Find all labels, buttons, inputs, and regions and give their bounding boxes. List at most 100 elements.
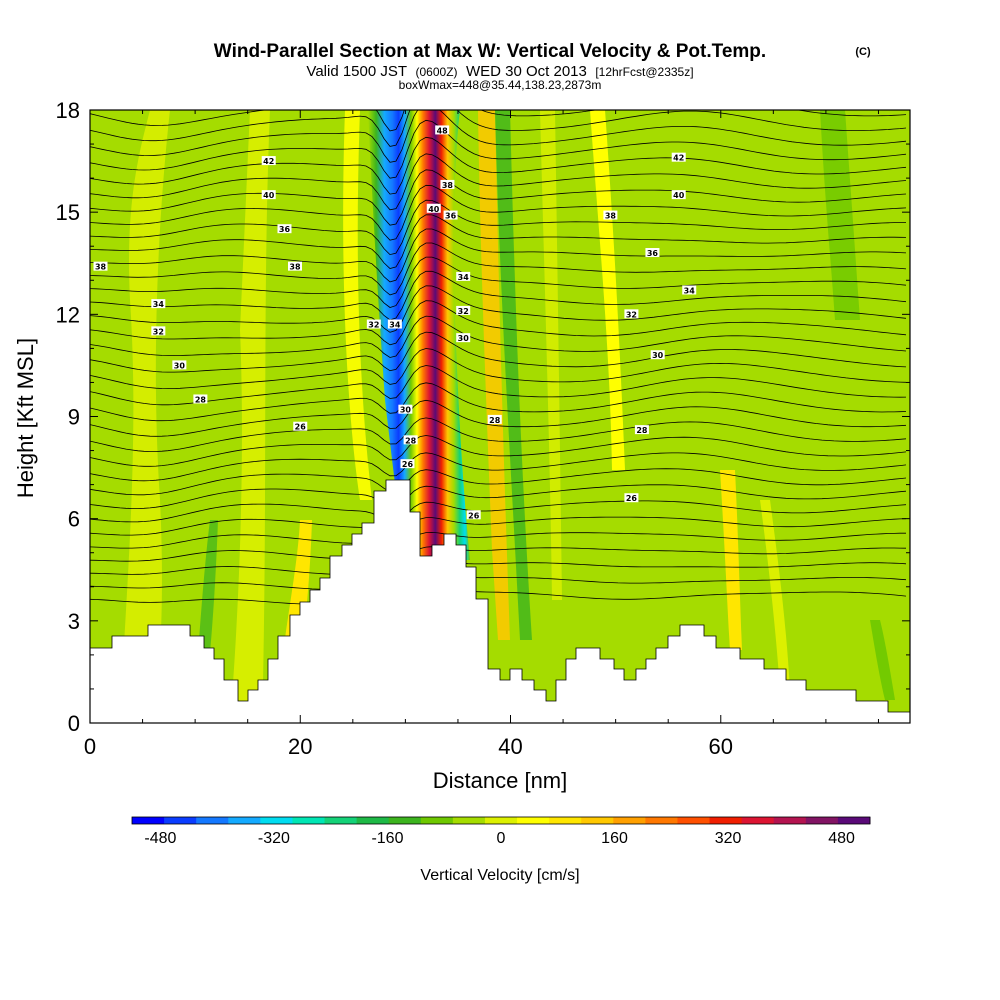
contour-label-text: 42 bbox=[263, 157, 274, 166]
colorbar-tick-label: -480 bbox=[144, 830, 176, 847]
colorbar-swatch bbox=[356, 817, 390, 824]
x-tick-label: 20 bbox=[288, 734, 312, 759]
y-tick-label: 6 bbox=[68, 507, 80, 532]
contour-label-bg bbox=[277, 224, 292, 234]
contour-label-bg bbox=[151, 326, 166, 336]
y-tick-label: 3 bbox=[68, 609, 80, 634]
colorbar-swatch bbox=[420, 817, 454, 824]
colorbar-tick-label: 0 bbox=[497, 830, 506, 847]
contour-label: 36 bbox=[645, 248, 660, 258]
subtitle-utc: (0600Z) bbox=[416, 65, 458, 79]
contour-label: 40 bbox=[426, 203, 441, 214]
contour-line bbox=[90, 184, 907, 241]
contour-line bbox=[90, 399, 907, 437]
y-axis-label: Height [Kft MSL] bbox=[13, 338, 38, 498]
contour-label-bg bbox=[366, 319, 381, 329]
contour-label-text: 36 bbox=[445, 212, 457, 221]
contour-line bbox=[90, 110, 907, 163]
contour-line bbox=[90, 256, 907, 308]
contour-line bbox=[90, 452, 907, 482]
plot-area bbox=[90, 110, 910, 723]
contour-label: 30 bbox=[456, 333, 471, 343]
subtitle-forecast: [12hrFcst@2335z] bbox=[595, 65, 693, 79]
contour-line bbox=[90, 516, 907, 539]
field-patch bbox=[720, 470, 742, 650]
colorbar: -480 -320 -160 0 160 320 480 bbox=[131, 816, 871, 847]
contour-line bbox=[90, 588, 907, 606]
colorbar-swatch bbox=[452, 817, 486, 824]
contour-label: 32 bbox=[151, 326, 166, 336]
contour-label-text: 38 bbox=[605, 212, 617, 221]
contour-label: 42 bbox=[261, 156, 276, 166]
chart-titles: Wind-Parallel Section at Max W: Vertical… bbox=[214, 41, 871, 92]
contour-label: 48 bbox=[435, 125, 450, 135]
contour-label: 32 bbox=[366, 319, 381, 330]
chart-title: Wind-Parallel Section at Max W: Vertical… bbox=[214, 41, 766, 62]
contour-label: 38 bbox=[288, 261, 302, 272]
contour-label-text: 28 bbox=[405, 436, 417, 445]
contour-label: 26 bbox=[624, 493, 639, 503]
colorbar-swatch bbox=[388, 817, 422, 824]
colorbar-swatch bbox=[709, 817, 743, 824]
contour-label-bg bbox=[487, 414, 502, 424]
contour-line bbox=[90, 382, 907, 422]
contour-label: 36 bbox=[277, 224, 292, 234]
contour-line bbox=[90, 242, 907, 296]
colorbar-tick-label: 160 bbox=[601, 830, 628, 847]
contour-label-text: 26 bbox=[468, 511, 480, 520]
contour-label-text: 30 bbox=[652, 351, 664, 360]
contour-label-bg bbox=[261, 156, 276, 166]
contour-label-bg bbox=[400, 459, 415, 469]
contour-label-bg bbox=[398, 404, 413, 414]
contour-label-bg bbox=[603, 210, 618, 220]
contour-line bbox=[90, 348, 907, 390]
colorbar-swatch bbox=[164, 817, 197, 824]
colorbar-swatch bbox=[517, 817, 550, 824]
x-tick-label: 60 bbox=[709, 734, 733, 759]
field-patch bbox=[820, 110, 860, 320]
contour-line bbox=[90, 331, 907, 373]
contour-label-text: 30 bbox=[400, 406, 412, 415]
colorbar-tick-label: 480 bbox=[828, 830, 855, 847]
contour-line bbox=[90, 484, 907, 509]
field-patch bbox=[590, 110, 625, 470]
chart-subtitle: Valid 1500 JST (0600Z) WED 30 Oct 2013 [… bbox=[306, 63, 693, 80]
contour-label-bg bbox=[645, 248, 660, 258]
contour-label-text: 32 bbox=[368, 321, 379, 330]
contour-label-text: 26 bbox=[295, 423, 307, 432]
colorbar-tick-label: -160 bbox=[371, 830, 403, 847]
contour-label-bg bbox=[193, 394, 208, 404]
contour-line bbox=[90, 153, 907, 211]
contour-label: 26 bbox=[400, 459, 415, 469]
contour-label-bg bbox=[443, 210, 458, 220]
colorbar-swatch bbox=[677, 817, 711, 824]
contour-label-text: 26 bbox=[626, 494, 638, 503]
colorbar-swatch bbox=[805, 817, 839, 824]
contour-line bbox=[90, 546, 907, 567]
colorbar-swatch bbox=[645, 817, 678, 824]
contour-line bbox=[90, 228, 907, 283]
colorbar-label: Vertical Velocity [cm/s] bbox=[420, 867, 579, 884]
y-tick-label: 9 bbox=[68, 405, 80, 430]
y-tick-label: 18 bbox=[56, 98, 80, 123]
contour-label-text: 40 bbox=[428, 205, 440, 214]
contour-label: 36 bbox=[443, 210, 458, 221]
contour-label-bg bbox=[634, 425, 649, 435]
contour-label-text: 28 bbox=[195, 395, 207, 404]
contour-label-text: 34 bbox=[153, 300, 165, 309]
contour-label: 40 bbox=[261, 190, 276, 200]
contour-label-text: 32 bbox=[153, 327, 164, 336]
colorbar-swatch bbox=[613, 817, 646, 824]
x-tick-label: 40 bbox=[498, 734, 522, 759]
contour-label-bg bbox=[456, 271, 471, 281]
contour-label-text: 34 bbox=[684, 286, 696, 295]
colorbar-swatch bbox=[228, 817, 261, 824]
contour-label-bg bbox=[456, 333, 471, 343]
contour-line bbox=[90, 214, 907, 269]
contour-label: 34 bbox=[682, 285, 697, 295]
potential-temperature-contours bbox=[90, 110, 907, 606]
contour-label-text: 48 bbox=[437, 126, 449, 135]
colorbar-swatch bbox=[260, 817, 293, 824]
contour-line bbox=[90, 468, 907, 496]
contour-label: 34 bbox=[456, 271, 471, 282]
